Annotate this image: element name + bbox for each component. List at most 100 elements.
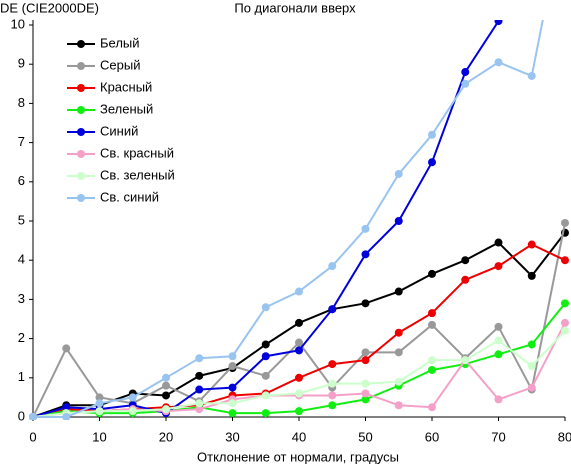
data-point	[428, 309, 436, 318]
data-point	[295, 407, 303, 416]
data-point	[29, 413, 37, 420]
y-tick-label: 5	[18, 212, 25, 227]
data-point	[361, 356, 370, 365]
x-tick-label: 60	[425, 429, 439, 444]
data-point	[527, 71, 536, 80]
data-point	[561, 318, 569, 327]
y-tick-label: 3	[18, 291, 25, 306]
x-axis-label: Отклонение от нормали, градусы	[197, 449, 399, 464]
data-point	[561, 299, 569, 308]
legend-marker	[77, 150, 85, 158]
legend-label: Св. синий	[100, 189, 159, 204]
data-point	[561, 326, 569, 335]
legend-label: Красный	[100, 79, 152, 94]
data-point	[527, 340, 536, 349]
x-tick-label: 30	[225, 429, 239, 444]
data-point	[328, 360, 337, 369]
data-point	[527, 362, 536, 371]
plot-area	[29, 20, 569, 420]
data-point	[328, 401, 337, 410]
x-tick-label: 80	[558, 429, 571, 444]
data-point	[295, 318, 303, 327]
data-point	[527, 271, 536, 280]
x-tick-label: 70	[491, 429, 505, 444]
data-point	[428, 403, 436, 412]
data-point	[162, 373, 170, 382]
legend-marker	[77, 40, 85, 48]
data-point	[394, 401, 403, 410]
legend-marker	[77, 84, 85, 92]
y-axis-label: DE (CIE2000DE)	[0, 0, 99, 15]
legend-label: Зеленый	[100, 101, 153, 116]
legend-label: Синий	[100, 123, 138, 138]
y-tick-label: 6	[18, 173, 25, 188]
data-point	[62, 413, 71, 420]
data-point	[361, 348, 370, 357]
data-point	[428, 269, 436, 278]
legend-label: Св. зеленый	[100, 167, 175, 182]
data-point	[261, 340, 270, 349]
legend-marker	[77, 194, 85, 202]
data-point	[527, 240, 536, 249]
data-point	[394, 169, 403, 178]
x-tick-label: 0	[29, 429, 36, 444]
data-point	[295, 389, 303, 398]
data-point	[95, 399, 104, 408]
data-point	[195, 385, 204, 394]
data-point	[394, 348, 403, 357]
data-point	[428, 365, 436, 374]
data-point	[361, 389, 370, 398]
data-point	[428, 356, 436, 365]
data-point	[261, 352, 270, 361]
data-point	[295, 287, 303, 296]
data-point	[261, 303, 270, 312]
data-point	[62, 344, 71, 353]
legend-label: Белый	[100, 35, 140, 50]
data-point	[461, 275, 470, 284]
data-point	[228, 409, 237, 418]
data-point	[295, 373, 303, 382]
data-point	[527, 383, 536, 392]
data-point	[494, 20, 503, 26]
data-point	[428, 158, 436, 167]
y-tick-label: 2	[18, 330, 25, 345]
data-point	[95, 407, 104, 416]
data-point	[561, 218, 569, 227]
y-tick-label: 9	[18, 56, 25, 71]
data-point	[494, 322, 503, 331]
data-point	[195, 354, 204, 363]
data-point	[328, 262, 337, 271]
data-point	[128, 393, 137, 402]
data-point	[461, 79, 470, 88]
data-point	[328, 379, 337, 388]
series-line	[32, 322, 566, 418]
data-point	[361, 379, 370, 388]
data-point	[494, 350, 503, 359]
data-point	[361, 395, 370, 404]
x-tick-label: 50	[358, 429, 372, 444]
data-point	[228, 383, 237, 392]
data-point	[361, 299, 370, 308]
data-point	[228, 352, 237, 361]
data-point	[295, 346, 303, 355]
y-tick-label: 7	[18, 134, 25, 149]
y-tick-label: 10	[11, 16, 25, 31]
legend-marker	[77, 172, 85, 180]
y-tick-label: 0	[18, 408, 25, 423]
data-point	[428, 130, 436, 139]
data-point	[62, 403, 71, 412]
data-point	[162, 391, 170, 400]
y-tick-label: 8	[18, 95, 25, 110]
chart-title: По диагонали вверх	[234, 0, 356, 15]
data-point	[461, 256, 470, 265]
data-point	[494, 336, 503, 345]
y-tick-label: 4	[18, 252, 25, 267]
data-point	[295, 338, 303, 347]
data-point	[261, 391, 270, 400]
data-point	[195, 371, 204, 380]
data-point	[228, 399, 237, 408]
data-point	[494, 238, 503, 247]
x-tick-label: 10	[92, 429, 106, 444]
legend-marker	[77, 106, 85, 114]
